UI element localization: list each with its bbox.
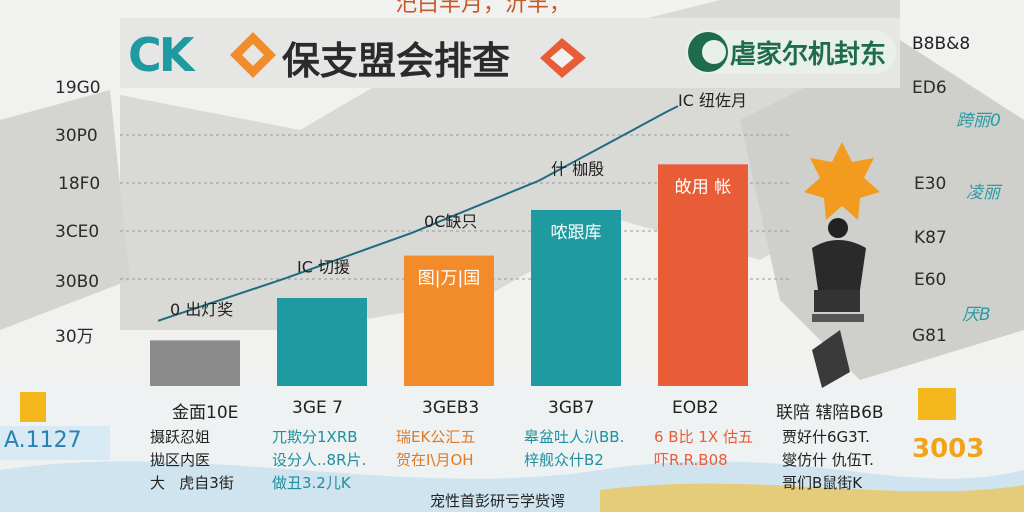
trend-point-label: 0 出灯奖 [170,300,233,319]
description-block: 兀欺分1XRB 设分人..8R片. 做丑3.2儿K [272,428,367,492]
trend-line [157,105,679,322]
description-block: 瑞EK公汇五 贺在I\月OH [396,428,476,469]
y-tick-label: 19G0 [55,78,101,98]
x-category-label: 联陪 辖陪B6B [776,403,884,423]
trend-point-label: IC 纽佐月 [678,91,747,110]
left-badge-bg [0,426,110,460]
logo-text: CK [128,28,194,82]
brand-right-text: 虐家尔机封东 [730,40,887,70]
page-title: 保支盟会排查 [282,39,511,83]
bar [531,209,621,386]
left-badge: A.1127 [4,428,82,453]
right-annotation: 凌丽 [966,183,1000,203]
x-category-label: EOB2 [672,398,719,418]
bar [150,340,240,386]
right-tick-label: ED6 [912,78,947,98]
x-category-label: 3GB7 [548,398,595,418]
right-tick-label: E30 [914,174,947,194]
bar-inner-label: 敀用 帐 [675,177,731,197]
y-tick-label: 18F0 [58,174,101,194]
right-tick-label: E60 [914,270,947,290]
trend-point-label: 什 枷殷 [551,160,604,179]
bottom-caption: 宠性首彭研亏学赀谔 [430,492,566,510]
x-category-label: 3GE 7 [292,398,343,418]
person-illustration [812,218,866,388]
description-block: 6 B比 1X 估五 吓R.R.B08 [654,428,753,469]
logo-diamond-icon [230,32,276,78]
right-annotation: 跨丽0 [956,111,1001,131]
description-block: 皋盆吐人汃BB. 梓舰众什B2 [524,428,625,469]
trend-point-label: IC 切援 [297,257,350,276]
y-tick-label: 30万 [55,327,94,347]
y-tick-label: 3CE0 [55,222,100,242]
brand-logo-icon [688,32,728,72]
accent-block-left [20,392,46,422]
bar [658,164,748,386]
arrow-icon [540,38,586,78]
y-tick-label: 30B0 [55,272,100,292]
trend-point-label: 0C缺只 [424,212,477,231]
bar-inner-label: 哝跟库 [551,223,602,243]
x-category-label: 3GEB3 [422,398,480,418]
bar-inner-label: 图|万|国 [418,269,480,289]
sun-icon [804,142,880,220]
right-top-label: B8B&8 [912,34,971,54]
accent-block-right [918,388,956,420]
description-block: 贾好什6G3T. 燮仿什 仇伍T. 哥们B鼠街K [782,428,874,492]
top-text: 汜白丰月，沂丰， [395,0,572,17]
y-tick-label: 30P0 [55,126,98,146]
right-annotation: 厌B [962,305,991,325]
bar [277,297,367,386]
bar [404,255,494,386]
right-tick-label: K87 [914,228,947,248]
right-badge: 3003 [912,434,985,464]
right-tick-label: G81 [912,326,947,346]
x-category-label: 金面10E [172,403,239,423]
description-block: 摄跃忍姐 拋区内医 大 虎自3街 [150,428,234,492]
